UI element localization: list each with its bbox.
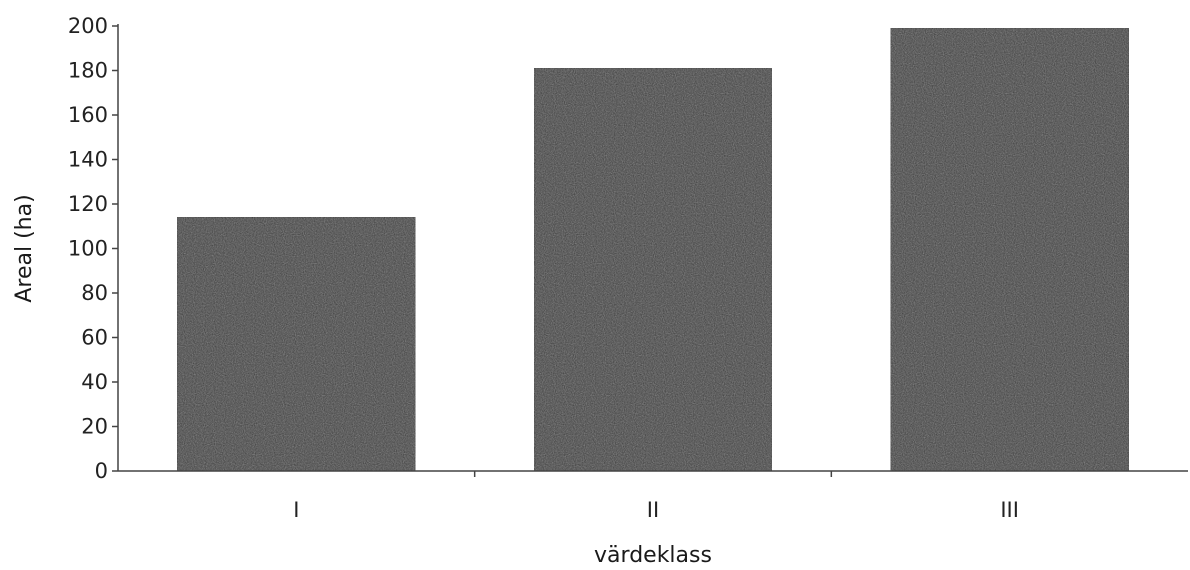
bar-I bbox=[176, 216, 416, 472]
y-tick-label: 20 bbox=[81, 415, 108, 439]
y-axis-title: Areal (ha) bbox=[12, 194, 37, 302]
y-tick-label: 160 bbox=[68, 103, 108, 127]
x-tick-label: I bbox=[293, 498, 299, 522]
y-ticks: 0 20 40 60 80 100 120 140 160 180 200 bbox=[68, 14, 118, 483]
bar-III bbox=[890, 27, 1130, 472]
y-tick-label: 40 bbox=[81, 370, 108, 394]
y-tick-label: 80 bbox=[81, 281, 108, 305]
y-tick-label: 60 bbox=[81, 326, 108, 350]
bars-layer bbox=[176, 27, 1130, 472]
x-tick-label: II bbox=[647, 498, 659, 522]
axes-layer bbox=[117, 24, 1188, 472]
y-tick-label: 140 bbox=[68, 148, 108, 172]
y-tick-label: 120 bbox=[68, 192, 108, 216]
y-tick-label: 100 bbox=[68, 237, 108, 261]
bar-II bbox=[533, 67, 773, 472]
y-tick-label: 0 bbox=[95, 459, 108, 483]
x-tick-label: III bbox=[1000, 498, 1019, 522]
x-axis-title: värdeklass bbox=[594, 543, 712, 568]
y-tick-label: 200 bbox=[68, 14, 108, 38]
y-tick-label: 180 bbox=[68, 59, 108, 83]
x-ticks: I II III bbox=[293, 471, 1019, 522]
